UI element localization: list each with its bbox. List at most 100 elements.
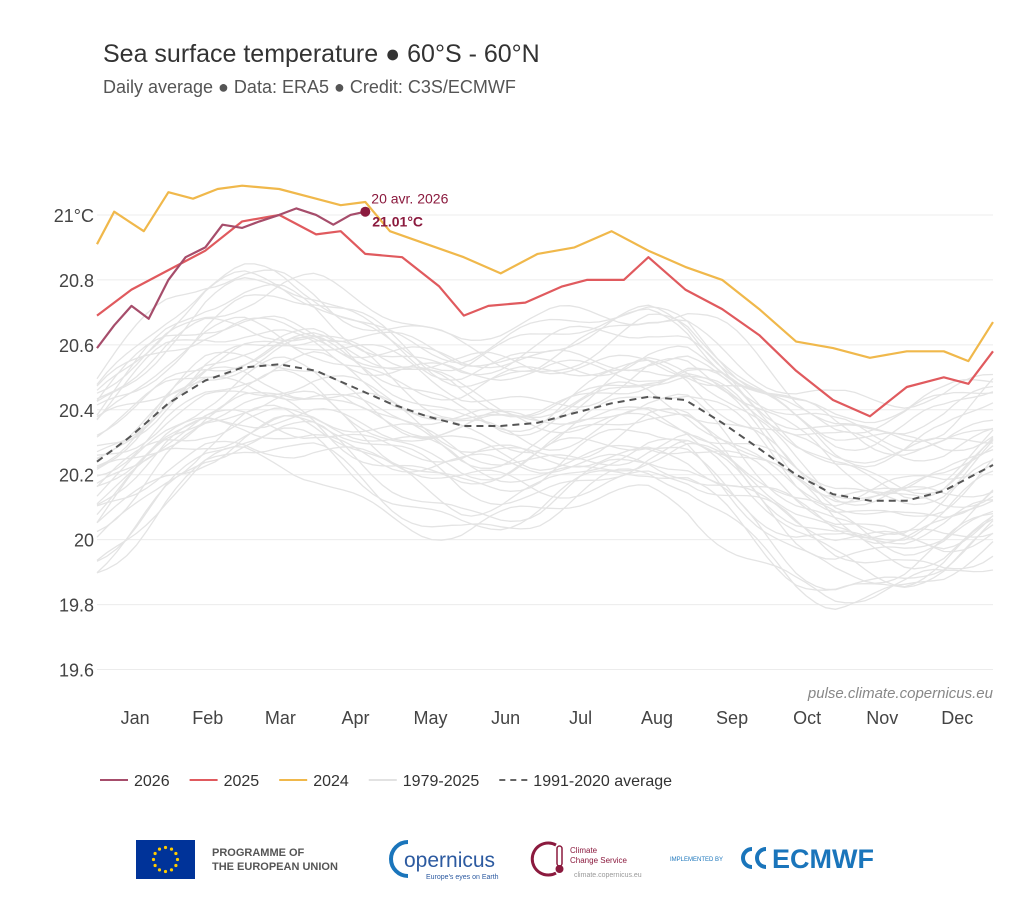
background-year-line [96, 375, 994, 519]
background-year-line [96, 366, 994, 503]
x-tick-label: Jan [121, 708, 150, 728]
background-year-line [96, 407, 994, 556]
background-year-line [96, 269, 994, 409]
background-year-line [96, 283, 994, 435]
x-tick-label: May [414, 708, 448, 728]
legend-item: 1991-2020 average [499, 773, 672, 790]
ecmwf-wordmark: ECMWF [772, 844, 874, 874]
background-year-line [96, 334, 994, 506]
background-year-line [96, 339, 994, 506]
c3s-line1: Climate [570, 846, 598, 855]
legend-item: 2026 [100, 773, 170, 790]
x-tick-label: Nov [866, 708, 898, 728]
x-tick-label: Jun [491, 708, 520, 728]
legend-label: 2024 [313, 773, 349, 790]
copernicus-wordmark: opernicus [404, 849, 495, 872]
background-year-line [96, 272, 994, 443]
annotation-value: 21.01°C [372, 214, 423, 230]
y-tick-label: 20.8 [59, 271, 94, 291]
background-year-line [96, 445, 994, 604]
background-year-line [96, 270, 994, 434]
eu-flag-icon [136, 840, 195, 879]
x-tick-label: Sep [716, 708, 748, 728]
background-year-line [96, 391, 994, 544]
y-tick-label: 20.4 [59, 401, 94, 421]
background-year-line [96, 440, 994, 570]
eu-star [151, 857, 156, 862]
y-tick-label: 20.2 [59, 466, 94, 486]
background-year-line [96, 329, 994, 462]
x-tick-label: Jul [569, 708, 592, 728]
eu-star [157, 868, 162, 872]
background-year-line [96, 277, 994, 452]
series-line-2026 [96, 207, 366, 349]
legend-label: 1991-2020 average [533, 773, 672, 790]
background-year-line [96, 420, 994, 591]
x-tick-label: Feb [192, 708, 223, 728]
sst-line-chart: 19.6 19.8 20 20.2 20.4 20.6 20.8 21°C Jan Feb Mar A… [54, 184, 994, 790]
thermometer-bulb [555, 865, 564, 873]
background-year-line [96, 414, 994, 570]
background-year-line [96, 415, 994, 588]
annotation-date: 20 avr. 2026 [371, 191, 448, 207]
eu-star [153, 851, 157, 856]
background-year-line [96, 317, 994, 452]
eu-star [174, 863, 178, 868]
background-year-line [96, 317, 994, 456]
copernicus-c-icon [389, 840, 409, 878]
x-tick-label: Aug [641, 708, 673, 728]
eu-star [169, 847, 174, 851]
series-line-2025 [96, 213, 994, 418]
background-year-line [96, 336, 994, 500]
x-tick-label: Mar [265, 708, 296, 728]
eu-star [169, 868, 174, 872]
copernicus-tagline: Europe's eyes on Earth [426, 874, 499, 881]
y-tick-label: 19.6 [59, 661, 94, 681]
background-year-line [96, 408, 994, 550]
chart-title: Sea surface temperature ● 60°S - 60°N [103, 40, 540, 68]
chart-subtitle: Daily average ● Data: ERA5 ● Credit: C3S… [103, 77, 516, 97]
eu-star [153, 863, 157, 868]
thermometer-tube [556, 845, 563, 867]
eu-programme-line2: THE EUROPEAN UNION [212, 861, 338, 873]
legend-label: 2025 [224, 773, 260, 790]
legend-item: 1979-2025 [368, 773, 480, 790]
footer-logos: PROGRAMME OF THE EUROPEAN UNION opernicu… [136, 840, 874, 881]
eu-programme-line1: PROGRAMME OF [212, 847, 305, 859]
background-year-line [96, 417, 994, 553]
y-tick-label: 21°C [54, 206, 94, 226]
source-note: pulse.climate.copernicus.eu [807, 685, 994, 702]
background-year-line [96, 340, 994, 494]
background-year-line [96, 263, 994, 424]
background-year-line [96, 369, 994, 542]
implemented-by-label: IMPLEMENTED BY [670, 857, 723, 863]
eu-star [174, 851, 178, 856]
eu-star [163, 869, 168, 874]
background-year-line [96, 409, 994, 539]
x-tick-label: Dec [941, 708, 973, 728]
series-line-1991-2020-average [96, 363, 994, 502]
eu-star [163, 845, 168, 850]
c3s-line2: Change Service [570, 856, 627, 865]
background-year-line [96, 294, 994, 468]
c3s-url: climate.copernicus.eu [574, 872, 642, 879]
background-year-line [96, 376, 994, 509]
legend-label: 1979-2025 [403, 773, 480, 790]
x-tick-label: Oct [793, 708, 821, 728]
legend-item: 2025 [189, 773, 260, 790]
background-year-line [96, 351, 994, 517]
c3s-thermometer-icon [530, 841, 557, 877]
y-tick-label: 19.8 [59, 596, 94, 616]
eu-star [157, 847, 162, 851]
background-year-line [96, 351, 994, 507]
legend-item: 2024 [279, 773, 349, 790]
eu-star [175, 857, 180, 862]
background-year-line [96, 356, 994, 536]
x-tick-label: Apr [341, 708, 369, 728]
annotation-dot [360, 206, 371, 217]
legend-label: 2026 [134, 773, 170, 790]
series-line-2024 [96, 184, 994, 363]
y-tick-label: 20 [74, 531, 94, 551]
ecmwf-logo-icon [741, 847, 767, 869]
background-year-line [96, 442, 994, 610]
